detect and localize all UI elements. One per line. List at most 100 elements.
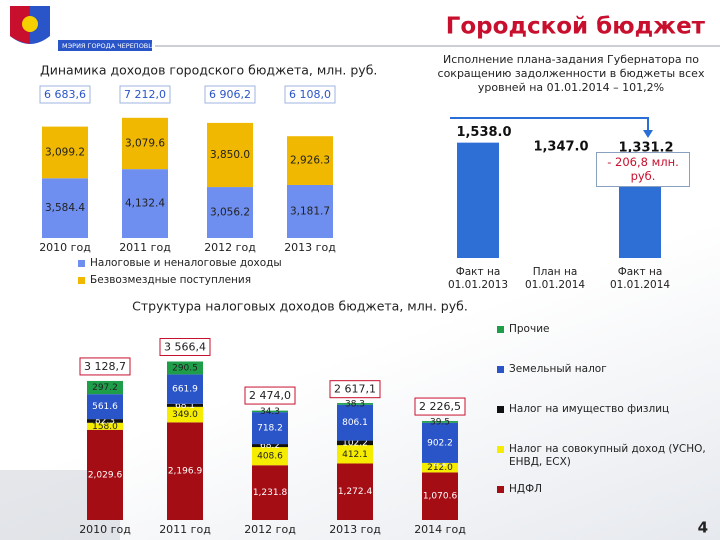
x-tick-label: 2011 год	[159, 523, 211, 536]
x-tick-label: 2013 год	[284, 241, 336, 254]
legend-swatch	[78, 277, 85, 284]
chart-title: Динамика доходов городского бюджета, млн…	[40, 63, 377, 78]
data-label: 1,070.6	[423, 492, 458, 502]
legend-swatch	[497, 406, 504, 413]
annotation: - 206,8 млн. руб.	[596, 152, 690, 187]
bar-segment	[87, 419, 123, 423]
x-tick-label: План на 01.01.2014	[524, 266, 586, 292]
total-label: 6 108,0	[289, 88, 331, 101]
data-label: 2,926.3	[290, 155, 330, 167]
total-label: 2 617,1	[334, 383, 376, 396]
total-box	[119, 85, 171, 104]
data-label: 3,079.6	[125, 137, 165, 149]
data-label: 1,331.2	[618, 141, 673, 156]
bar-segment	[422, 472, 458, 520]
legend-swatch	[497, 326, 504, 333]
bar-segment	[167, 374, 203, 404]
total-box	[79, 357, 131, 376]
data-label: 718.2	[257, 424, 283, 434]
total-label: 2 474,0	[249, 389, 291, 402]
data-label: 212.0	[427, 463, 453, 473]
total-box	[204, 85, 256, 104]
bar-segment	[252, 410, 288, 413]
legend-swatch	[497, 366, 504, 373]
legend-swatch	[497, 446, 504, 453]
arrow	[450, 117, 649, 132]
bar-segment	[337, 463, 373, 520]
bar-segment	[87, 394, 123, 420]
data-label: 3,850.0	[210, 149, 250, 161]
data-label: 1,272.4	[338, 487, 373, 497]
data-label: 2,196.9	[168, 467, 203, 477]
x-tick-label: 2010 год	[79, 523, 131, 536]
slide-title: Городской бюджет	[446, 14, 706, 40]
data-label: 902.2	[427, 438, 453, 448]
data-label: 297.2	[92, 383, 118, 393]
data-label: 1,347.0	[533, 139, 588, 154]
data-label: 1,538.0	[456, 125, 511, 140]
total-box	[329, 380, 381, 399]
bar-segment	[252, 412, 288, 445]
bar-segment	[167, 406, 203, 423]
bar-segment	[422, 421, 458, 423]
x-tick-label: Факт на 01.01.2014	[609, 266, 671, 292]
org-bar	[58, 40, 152, 51]
bar-segment	[252, 444, 288, 448]
data-label: 3,056.2	[210, 207, 250, 219]
legend-label: Налоговые и неналоговые доходы	[90, 257, 282, 269]
x-tick-label: 2012 год	[244, 523, 296, 536]
bar-segment	[87, 380, 123, 395]
bar-segment	[207, 122, 253, 188]
x-tick-label: 2010 год	[39, 241, 91, 254]
bar-segment	[287, 136, 333, 185]
logo	[10, 6, 50, 44]
bar-segment	[252, 447, 288, 466]
total-box	[414, 397, 466, 416]
legend-label: НДФЛ	[509, 483, 543, 495]
bar-segment	[42, 178, 88, 238]
data-label: 82.3	[95, 416, 115, 426]
x-tick-label: 2012 год	[204, 241, 256, 254]
data-label: 3,099.2	[45, 146, 85, 158]
chart-title: Исполнение плана-задания Губернатора по …	[437, 53, 705, 94]
bar-segment	[167, 403, 203, 407]
legend-swatch	[78, 260, 85, 267]
bar-segment	[337, 404, 373, 441]
total-label: 2 226,5	[419, 400, 461, 413]
data-label: 4,132.4	[125, 198, 165, 210]
bar-segment	[337, 440, 373, 446]
bar	[457, 142, 499, 258]
bar-segment	[422, 422, 458, 463]
total-box	[39, 85, 91, 104]
total-box	[284, 85, 336, 104]
data-label: 102.2	[342, 438, 368, 448]
data-label: 561.6	[92, 402, 118, 412]
bar-segment	[422, 462, 458, 473]
total-label: 6 906,2	[209, 88, 251, 101]
bar-segment	[287, 184, 333, 238]
data-label: 39.5	[430, 417, 450, 427]
bar-segment	[167, 361, 203, 375]
org-name: МЭРИЯ ГОРОДА ЧЕРЕПОВЦА	[62, 42, 158, 50]
page-number: 4	[698, 519, 708, 537]
bar-segment	[87, 422, 123, 430]
bar-segment	[167, 422, 203, 520]
bar-segment	[87, 429, 123, 520]
data-label: 38.3	[345, 399, 365, 409]
bar	[534, 156, 576, 258]
bar-segment	[122, 117, 168, 170]
data-label: 349.0	[172, 410, 198, 420]
x-tick-label: 2013 год	[329, 523, 381, 536]
data-label: 68.1	[175, 401, 195, 411]
data-label: 806.1	[342, 418, 368, 428]
total-label: 3 128,7	[84, 360, 126, 373]
data-label: 3,584.4	[45, 202, 85, 214]
legend-label: Земельный налог	[509, 363, 607, 375]
legend-label: Прочие	[509, 323, 550, 335]
data-label: 3,181.7	[290, 205, 330, 217]
bar-segment	[252, 465, 288, 520]
data-label: 34.3	[260, 407, 280, 417]
legend-label: Безвозмездные поступления	[90, 274, 252, 286]
bar-segment	[337, 403, 373, 405]
